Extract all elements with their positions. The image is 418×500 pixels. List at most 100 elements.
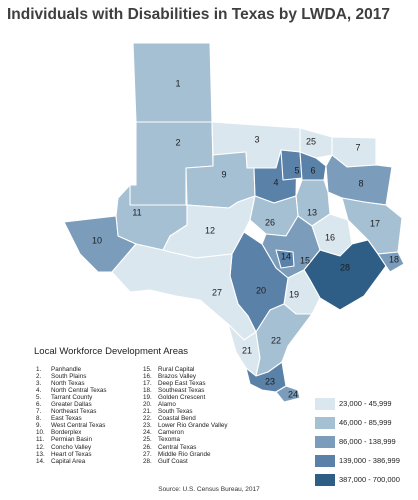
lwda-list-item: 7. Northeast Texas bbox=[36, 408, 107, 415]
lwda-name: Cameron bbox=[158, 429, 184, 437]
region-label-5: 5 bbox=[294, 165, 299, 175]
region-24[interactable] bbox=[275, 385, 301, 403]
lwda-list-item: 23. Lower Rio Grande Valley bbox=[143, 422, 228, 429]
region-label-2: 2 bbox=[175, 137, 180, 147]
lwda-number: 17. bbox=[143, 380, 152, 388]
legend-label: 23,000 - 45,999 bbox=[339, 399, 392, 408]
lwda-number: 24. bbox=[143, 429, 152, 437]
lwda-name: Heart of Texas bbox=[51, 450, 92, 458]
region-label-28: 28 bbox=[340, 262, 350, 272]
lwda-number: 3. bbox=[36, 380, 42, 388]
lwda-name: West Central Texas bbox=[51, 422, 106, 430]
lwda-name: Golden Crescent bbox=[158, 394, 206, 402]
lwda-number: 16. bbox=[143, 373, 152, 381]
legend-label: 387,000 - 700,000 bbox=[339, 475, 400, 484]
region-25[interactable] bbox=[299, 127, 333, 159]
region-label-21: 21 bbox=[242, 345, 252, 355]
lwda-number: 8. bbox=[36, 415, 42, 423]
source-note: Source: U.S. Census Bureau, 2017 bbox=[158, 486, 260, 493]
lwda-number: 5. bbox=[36, 394, 42, 402]
lwda-list-item: 19. Golden Crescent bbox=[143, 394, 228, 401]
lwda-number: 22. bbox=[143, 415, 152, 423]
legend-label: 46,000 - 85,999 bbox=[339, 418, 392, 427]
region-label-15: 15 bbox=[300, 255, 310, 265]
lwda-list-item: 15. Rural Capital bbox=[143, 366, 228, 373]
region-label-23: 23 bbox=[265, 376, 275, 386]
lwda-name: Central Texas bbox=[158, 443, 197, 451]
lwda-name: East Texas bbox=[51, 415, 82, 423]
lwda-name: Coastal Bend bbox=[158, 415, 196, 423]
lwda-name: Permian Basin bbox=[51, 436, 92, 444]
region-label-1: 1 bbox=[175, 78, 180, 88]
legend-item: 139,000 - 386,999 bbox=[315, 451, 400, 470]
lwda-name: Rural Capital bbox=[158, 366, 195, 373]
lwda-number: 7. bbox=[36, 408, 42, 416]
region-label-9: 9 bbox=[221, 169, 226, 179]
lwda-name: Concho Valley bbox=[51, 443, 92, 451]
lwda-name: Capital Area bbox=[51, 457, 86, 465]
lwda-list-item: 6. Greater Dallas bbox=[36, 401, 107, 408]
region-label-6: 6 bbox=[310, 165, 315, 175]
lwda-number: 26. bbox=[143, 443, 152, 451]
region-label-11: 11 bbox=[132, 207, 141, 217]
lwda-name: Panhandle bbox=[51, 366, 82, 373]
lwda-number: 4. bbox=[36, 387, 42, 395]
legend-swatch bbox=[315, 454, 335, 467]
lwda-number: 25. bbox=[143, 436, 152, 444]
region-27[interactable] bbox=[111, 243, 257, 341]
lwda-list-item: 26. Central Texas bbox=[143, 444, 228, 451]
lwda-list-item: 12. Concho Valley bbox=[36, 444, 107, 451]
lwda-name: Alamo bbox=[158, 401, 176, 409]
lwda-list-item: 3. North Texas bbox=[36, 380, 107, 387]
lwda-name: Southeast Texas bbox=[158, 387, 205, 395]
legend-item: 23,000 - 45,999 bbox=[315, 394, 400, 413]
region-label-18: 18 bbox=[389, 254, 399, 264]
region-label-19: 19 bbox=[289, 289, 299, 299]
lwda-number: 1. bbox=[36, 366, 42, 373]
region-label-16: 16 bbox=[325, 232, 335, 242]
legend-item: 46,000 - 85,999 bbox=[315, 413, 400, 432]
lwda-name: North Central Texas bbox=[51, 387, 107, 395]
lwda-list-item: 17. Deep East Texas bbox=[143, 380, 228, 387]
lwda-list-item: 18. Southeast Texas bbox=[143, 387, 228, 394]
lwda-list-item: 16. Brazos Valley bbox=[143, 373, 228, 380]
lwda-name: Brazos Valley bbox=[158, 373, 197, 381]
lwda-name: Borderplex bbox=[51, 429, 82, 437]
region-18[interactable] bbox=[377, 251, 405, 273]
lwda-list-item: 25. Texoma bbox=[143, 436, 228, 443]
region-label-7: 7 bbox=[355, 142, 360, 152]
legend-item: 387,000 - 700,000 bbox=[315, 470, 400, 489]
map-title: Individuals with Disabilities in Texas b… bbox=[7, 6, 391, 23]
region-1[interactable] bbox=[132, 42, 213, 123]
lwda-number: 19. bbox=[143, 394, 152, 402]
region-14[interactable] bbox=[275, 249, 295, 269]
region-6[interactable] bbox=[299, 151, 327, 181]
lwda-list-right: 15. Rural Capital 16. Brazos Valley 17. Deep … bbox=[143, 366, 228, 465]
lwda-list-item: 20. Alamo bbox=[143, 401, 228, 408]
legend-label: 139,000 - 386,999 bbox=[339, 456, 400, 465]
legend-label: 86,000 - 138,999 bbox=[339, 437, 396, 446]
region-22[interactable] bbox=[255, 303, 313, 377]
lwda-list-item: 24. Cameron bbox=[143, 429, 228, 436]
region-label-20: 20 bbox=[256, 285, 266, 295]
lwda-number: 9. bbox=[36, 422, 42, 430]
lwda-name: North Texas bbox=[51, 380, 85, 388]
lwda-list-item: 9. West Central Texas bbox=[36, 422, 107, 429]
region-label-13: 13 bbox=[307, 207, 317, 217]
lwda-number: 18. bbox=[143, 387, 152, 395]
region-label-10: 10 bbox=[92, 235, 102, 245]
lwda-name: Deep East Texas bbox=[158, 380, 206, 388]
lwda-list-item: 10. Borderplex bbox=[36, 429, 107, 436]
lwda-list-item: 1. Panhandle bbox=[36, 366, 107, 373]
lwda-number: 2. bbox=[36, 373, 42, 381]
region-label-3: 3 bbox=[254, 134, 259, 144]
region-label-22: 22 bbox=[271, 335, 281, 345]
region-label-25: 25 bbox=[306, 136, 316, 146]
lwda-list-title: Local Workforce Development Areas bbox=[34, 346, 189, 357]
legend-item: 86,000 - 138,999 bbox=[315, 432, 400, 451]
lwda-list-item: 28. Gulf Coast bbox=[143, 458, 228, 465]
lwda-list-item: 22. Coastal Bend bbox=[143, 415, 228, 422]
legend-swatch bbox=[315, 473, 335, 486]
lwda-name: Texoma bbox=[158, 436, 181, 444]
